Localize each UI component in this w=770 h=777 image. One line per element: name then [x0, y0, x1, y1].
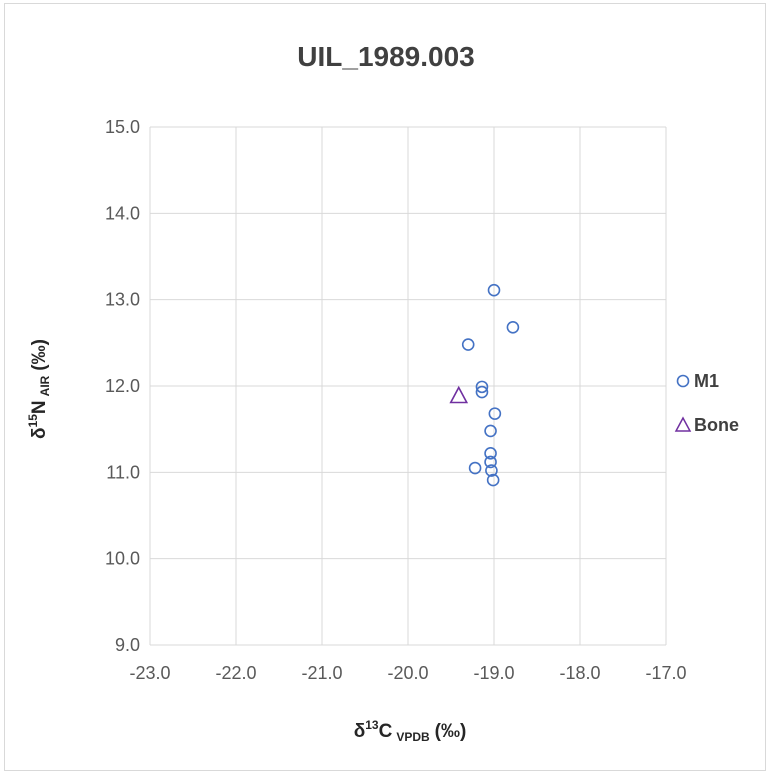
legend-triangle-icon [674, 416, 692, 432]
y-tick-label: 13.0 [105, 290, 140, 310]
data-point-m1 [468, 461, 482, 475]
y-tick-label: 10.0 [105, 549, 140, 569]
y-tick-label: 12.0 [105, 376, 140, 396]
data-point-m1 [484, 424, 497, 438]
legend-circle-icon [676, 374, 690, 388]
x-tick-label: -18.0 [559, 663, 600, 683]
data-point-m1 [485, 464, 498, 477]
data-points [449, 283, 520, 487]
data-point-m1 [486, 473, 500, 487]
y-tick-label: 15.0 [105, 117, 140, 137]
y-axis-title: δ15NAIR(‰) [26, 339, 52, 439]
x-tick-label: -19.0 [473, 663, 514, 683]
y-tick-label: 9.0 [115, 635, 140, 655]
chart-title: UIL_1989.003 [297, 41, 474, 72]
x-tick-label: -23.0 [129, 663, 170, 683]
x-axis-tick-labels: -23.0 -22.0 -21.0 -20.0 -19.0 -18.0 -17.0 [129, 663, 686, 683]
y-tick-label: 11.0 [106, 462, 140, 482]
data-point-m1 [506, 320, 520, 334]
data-point-m1 [487, 283, 501, 297]
x-tick-label: -17.0 [645, 663, 686, 683]
gridlines [149, 126, 667, 646]
data-point-m1 [484, 455, 497, 469]
data-point-bone [449, 385, 469, 404]
scatter-chart: UIL_1989.003 -23.0 -22.0 -21.0 -20.0 -19.0 -1… [26, 41, 739, 744]
x-tick-label: -21.0 [301, 663, 342, 683]
legend-label: M1 [694, 371, 719, 391]
y-axis-tick-labels: 9.0 10.0 11.0 12.0 13.0 14.0 15.0 [105, 117, 140, 655]
legend-item-bone: Bone [674, 415, 739, 435]
x-axis-title: δ13C VPDB (‰) [354, 718, 467, 744]
data-point-m1 [461, 338, 475, 351]
data-point-m1 [475, 380, 489, 394]
data-point-m1 [484, 447, 497, 460]
chart-area: UIL_1989.003 -23.0 -22.0 -21.0 -20.0 -19.0 -1… [4, 3, 766, 771]
x-tick-label: -20.0 [387, 663, 428, 683]
legend: M1 Bone [674, 371, 739, 435]
y-tick-label: 14.0 [105, 203, 140, 223]
legend-label: Bone [694, 415, 739, 435]
data-point-m1 [488, 407, 502, 420]
legend-item-m1: M1 [676, 371, 719, 391]
data-point-m1 [475, 385, 489, 399]
x-tick-label: -22.0 [215, 663, 256, 683]
